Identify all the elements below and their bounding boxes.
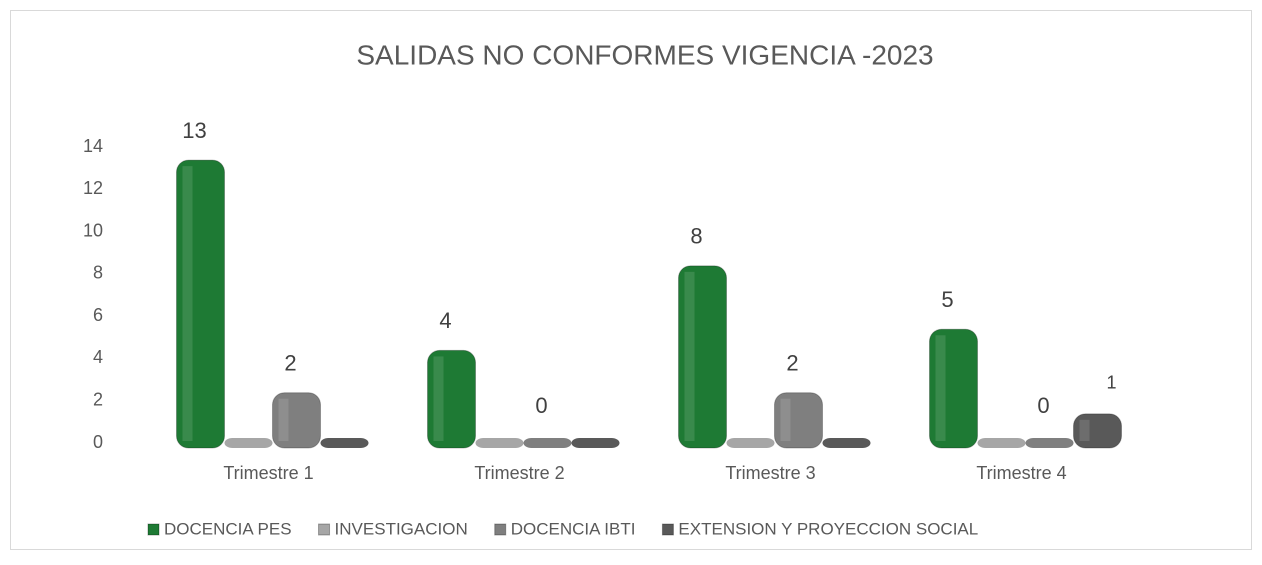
legend-swatch: [494, 523, 507, 536]
legend-swatch: [661, 523, 674, 536]
y-tick-label: 4: [93, 347, 103, 367]
bar: [929, 328, 978, 449]
x-tick-label: Trimestre 4: [976, 463, 1066, 483]
data-label: 2: [786, 351, 798, 376]
data-label: 13: [182, 118, 206, 143]
bar: [427, 349, 476, 449]
x-tick-label: Trimestre 3: [725, 463, 815, 483]
bar: [176, 159, 225, 449]
bar: [523, 438, 572, 448]
y-tick-label: 12: [83, 178, 103, 198]
chart-title: SALIDAS NO CONFORMES VIGENCIA -2023: [356, 39, 933, 70]
data-label: 1: [1106, 373, 1116, 393]
bar: [977, 438, 1026, 448]
x-tick-label: Trimestre 1: [223, 463, 313, 483]
y-tick-label: 10: [83, 220, 103, 240]
bar: [224, 438, 273, 448]
y-tick-label: 2: [93, 389, 103, 409]
data-label: 0: [1037, 393, 1049, 418]
legend-swatch: [318, 523, 331, 536]
bar-highlight: [780, 398, 791, 441]
y-tick-label: 14: [83, 136, 103, 156]
y-tick-label: 6: [93, 305, 103, 325]
y-tick-label: 8: [93, 263, 103, 283]
bar: [320, 438, 369, 448]
bar-highlight: [182, 166, 193, 441]
bar-highlight: [433, 356, 444, 441]
data-label: 4: [439, 308, 451, 333]
legend-swatch: [147, 523, 160, 536]
data-label: 5: [941, 287, 953, 312]
bar-highlight: [935, 335, 946, 441]
bar-highlight: [278, 398, 289, 441]
data-label: 0: [535, 393, 547, 418]
x-tick-label: Trimestre 2: [474, 463, 564, 483]
bar: [475, 438, 524, 448]
bar: [1025, 438, 1074, 448]
bar: [726, 438, 775, 448]
y-tick-label: 0: [93, 432, 103, 452]
bar: [822, 438, 871, 448]
bar-highlight: [1079, 419, 1090, 441]
bar: [1073, 413, 1122, 449]
legend-label: DOCENCIA IBTI: [511, 519, 636, 538]
data-label: 8: [690, 224, 702, 249]
legend-label: DOCENCIA PES: [164, 519, 292, 538]
legend-label: EXTENSION Y PROYECCION SOCIAL: [678, 519, 978, 538]
bar: [678, 265, 727, 449]
bar: [774, 392, 823, 449]
bar: [571, 438, 620, 448]
bar: [272, 392, 321, 449]
bar-highlight: [684, 271, 695, 441]
legend-label: INVESTIGACION: [335, 519, 468, 538]
data-label: 2: [284, 351, 296, 376]
